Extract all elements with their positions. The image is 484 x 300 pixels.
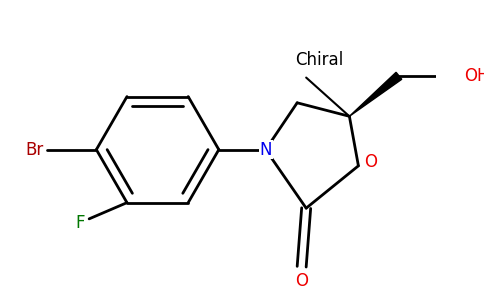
Text: OH: OH xyxy=(464,67,484,85)
Text: O: O xyxy=(295,272,308,290)
Polygon shape xyxy=(349,72,402,116)
Text: F: F xyxy=(76,214,85,232)
Text: Br: Br xyxy=(25,141,44,159)
Text: Chiral: Chiral xyxy=(296,51,344,69)
Text: O: O xyxy=(364,153,378,171)
Text: N: N xyxy=(259,141,272,159)
